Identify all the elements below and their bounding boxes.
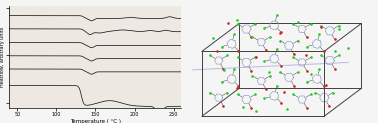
- Point: [248, 36, 254, 38]
- Point: [231, 68, 237, 70]
- Point: [252, 23, 258, 25]
- Point: [304, 81, 310, 83]
- Point: [235, 50, 242, 52]
- Point: [253, 56, 259, 58]
- Point: [225, 23, 231, 24]
- Point: [234, 19, 240, 21]
- Point: [332, 68, 338, 70]
- Point: [295, 40, 301, 42]
- Point: [207, 92, 213, 94]
- Point: [316, 68, 322, 70]
- Point: [336, 25, 342, 27]
- Point: [220, 105, 226, 107]
- Point: [318, 25, 324, 27]
- Point: [323, 84, 329, 86]
- Point: [267, 75, 273, 77]
- Point: [261, 97, 267, 99]
- Point: [252, 93, 258, 95]
- Point: [266, 71, 272, 73]
- Point: [234, 87, 240, 89]
- Point: [280, 91, 287, 93]
- Point: [235, 23, 241, 25]
- Point: [219, 46, 225, 47]
- Point: [252, 56, 258, 58]
- X-axis label: Temperature ( °C ): Temperature ( °C ): [70, 119, 121, 123]
- Point: [321, 50, 327, 52]
- Point: [303, 54, 309, 56]
- Point: [220, 68, 226, 70]
- Point: [261, 27, 267, 29]
- Point: [225, 92, 231, 94]
- Point: [316, 33, 322, 35]
- Point: [304, 70, 310, 72]
- Point: [277, 40, 283, 42]
- Point: [278, 102, 284, 104]
- Point: [248, 70, 254, 72]
- Point: [219, 81, 225, 83]
- Point: [318, 26, 324, 28]
- Y-axis label: Heatflow, arbitrary units: Heatflow, arbitrary units: [0, 27, 5, 87]
- Point: [249, 36, 256, 38]
- Point: [240, 106, 246, 108]
- Point: [290, 56, 296, 58]
- Point: [277, 32, 283, 34]
- Point: [336, 54, 342, 56]
- Point: [295, 21, 301, 23]
- Point: [214, 50, 220, 52]
- Point: [295, 71, 301, 73]
- Point: [207, 54, 213, 56]
- Point: [345, 47, 352, 49]
- Point: [304, 107, 310, 109]
- Point: [274, 85, 280, 87]
- Point: [284, 108, 290, 110]
- Point: [336, 28, 342, 30]
- Point: [263, 88, 269, 90]
- Point: [321, 85, 327, 87]
- Point: [210, 37, 216, 39]
- Point: [248, 107, 254, 109]
- Point: [235, 85, 242, 87]
- Point: [304, 46, 310, 47]
- Point: [277, 71, 283, 73]
- Point: [312, 92, 318, 94]
- Point: [332, 50, 338, 52]
- Point: [249, 75, 256, 77]
- Point: [308, 73, 314, 75]
- Point: [278, 65, 284, 67]
- Point: [308, 93, 314, 95]
- Point: [235, 93, 241, 95]
- Point: [263, 49, 269, 51]
- Point: [308, 23, 314, 25]
- Point: [267, 36, 273, 38]
- Point: [290, 93, 296, 95]
- Point: [291, 85, 297, 87]
- Point: [274, 15, 280, 16]
- Point: [261, 60, 267, 62]
- Point: [332, 38, 338, 40]
- Point: [253, 110, 259, 112]
- Point: [274, 48, 280, 50]
- Point: [278, 31, 284, 33]
- Point: [290, 23, 296, 25]
- Point: [291, 53, 297, 55]
- Point: [235, 56, 241, 58]
- Point: [225, 54, 231, 56]
- Point: [330, 92, 336, 94]
- Point: [231, 33, 237, 35]
- Point: [326, 105, 332, 107]
- Point: [304, 36, 310, 38]
- Point: [308, 56, 314, 58]
- Point: [221, 69, 227, 71]
- Point: [318, 54, 324, 56]
